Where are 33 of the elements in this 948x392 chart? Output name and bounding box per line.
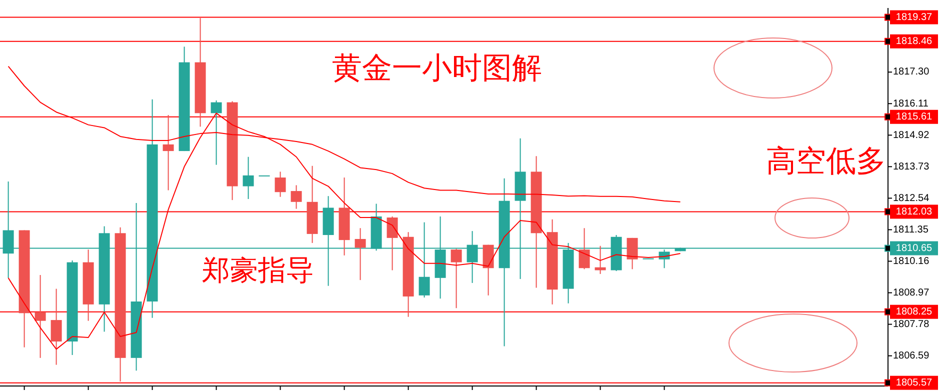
y-tick-label: 1816.11 <box>893 98 929 110</box>
candlestick <box>210 100 222 166</box>
ref-line-label: 1810.65 <box>896 242 933 254</box>
annotation: 黄金一小时图解 <box>332 51 542 86</box>
ref-line-label: 1808.25 <box>896 306 933 318</box>
annotation: 郑豪指导 <box>202 254 314 287</box>
ref-line-label: 1818.46 <box>896 36 933 48</box>
candlestick <box>626 237 638 270</box>
candlestick <box>386 216 398 271</box>
y-tick-label: 1806.59 <box>893 350 930 362</box>
candlestick <box>482 244 494 296</box>
y-tick-label: 1807.78 <box>893 318 930 330</box>
y-tick-label: 1814.92 <box>893 130 930 141</box>
candlestick <box>50 288 62 366</box>
y-tick-label: 1813.73 <box>893 161 930 172</box>
y-tick-label: 1808.97 <box>893 287 930 298</box>
candlestick <box>354 228 366 281</box>
ref-line-label: 1819.37 <box>896 12 933 23</box>
candlestick <box>162 114 174 191</box>
candlestick <box>34 274 46 358</box>
ref-line-label: 1815.61 <box>896 112 933 123</box>
candlestick <box>242 156 254 200</box>
candlestick <box>450 248 462 309</box>
candlestick <box>290 184 302 210</box>
ref-line-label: 1812.03 <box>896 206 933 218</box>
candlestick <box>274 171 286 198</box>
text: 高空低多 <box>766 144 886 180</box>
y-tick-label: 1817.30 <box>893 66 930 78</box>
candlestick <box>578 228 590 270</box>
y-tick-label: 1811.35 <box>893 224 929 236</box>
y-tick-label: 1810.16 <box>893 256 930 267</box>
y-tick-label: 1812.54 <box>893 192 930 204</box>
ref-line-label: 1805.57 <box>896 377 933 388</box>
